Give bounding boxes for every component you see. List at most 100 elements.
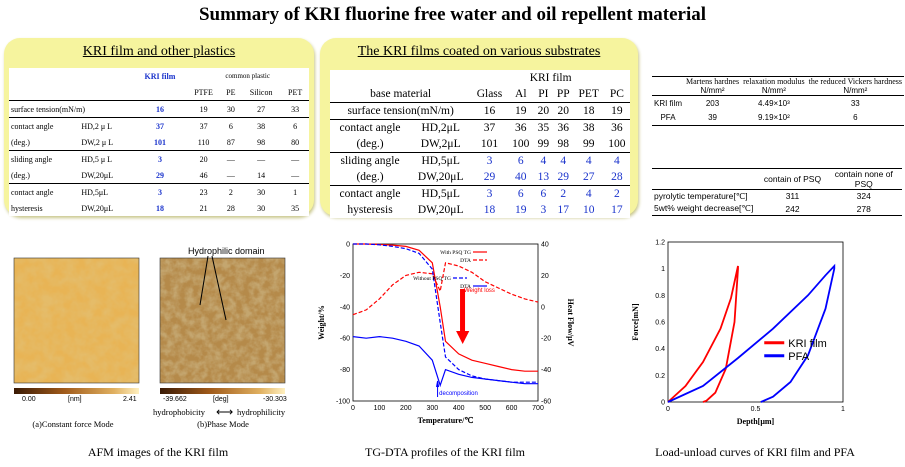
hardness-header: the reduced Vickers hardness <box>808 77 902 86</box>
table-row: hysteresis DW,20μL 18 21 28 30 35 <box>9 200 309 216</box>
hardness-header: relaxation modulus <box>743 77 805 86</box>
cell: 3 <box>486 188 493 200</box>
row-label: (deg.) <box>11 170 30 180</box>
table-row: surface tension(mN/m) 16 19 20 20 18 19 <box>330 103 630 120</box>
cell: 6 <box>293 121 298 131</box>
cell: 36 <box>611 122 623 134</box>
row-sublabel: DW,20μL <box>417 204 464 216</box>
row-label: KRI film <box>654 98 682 108</box>
y-tick-label: -40 <box>340 304 350 311</box>
cell: 30 <box>257 203 266 213</box>
cell: 14 <box>257 170 266 180</box>
col-header: PC <box>609 88 624 100</box>
load-unload-caption: Load-unload curves of KRI film and PFA <box>655 445 855 459</box>
legend-label: PFA <box>788 351 809 363</box>
afm-image-phase <box>159 257 286 384</box>
col-header: PE <box>226 87 236 97</box>
cell: 37 <box>199 121 208 131</box>
cell: 4 <box>585 155 592 167</box>
row-label: contact angle <box>11 121 54 131</box>
group-header: common plastic <box>225 72 270 80</box>
cell: 30 <box>257 187 266 197</box>
cell: 18 <box>483 204 496 216</box>
y2-axis-label: Heat Flow/μV <box>566 299 575 347</box>
y-tick-label: 0 <box>661 400 665 407</box>
y-tick-label: 1.2 <box>655 240 665 247</box>
cell: 35 <box>291 203 300 213</box>
cell: 46 <box>199 170 208 180</box>
y2-tick-label: 0 <box>541 304 545 311</box>
series-line <box>667 263 836 403</box>
plastics-table: KRI film common plastic PTFE PE Silicon … <box>9 68 309 216</box>
x-tick-label: 0 <box>351 405 355 412</box>
series-line <box>353 243 538 372</box>
x-tick-label: 500 <box>479 405 491 412</box>
hydrophilicity-label: hydrophilicity <box>237 407 286 417</box>
col-header: Silicon <box>249 87 273 97</box>
thermal-header: contain none of PSQ <box>834 169 893 189</box>
cell: 19 <box>611 105 623 117</box>
cell: 33 <box>291 104 300 114</box>
tgdta-chart: 0 100 200 300 400 500 600 7000-20-40-60-80-1004… <box>317 242 575 426</box>
scale-label: 2.41 <box>123 396 137 403</box>
cell: 19 <box>515 105 527 117</box>
series-line <box>667 265 739 403</box>
x-tick-label: 0 <box>666 406 670 413</box>
kri-value: 37 <box>155 121 164 131</box>
cell: — <box>226 154 235 164</box>
cell: 2 <box>614 188 620 200</box>
cell: 28 <box>611 171 623 183</box>
cell: 4.49×10³ <box>757 98 790 108</box>
row-label: contact angle <box>339 122 401 134</box>
scale-label: 0.00 <box>22 396 36 403</box>
cell: 6 <box>853 113 858 123</box>
cell: — <box>291 154 300 164</box>
legend-label: Without PSQ TG <box>413 276 451 282</box>
y-tick-label: 0.8 <box>655 293 665 300</box>
cell: 242 <box>785 203 800 214</box>
row-sublabel: DW,20μL <box>81 170 114 180</box>
cell: 20 <box>199 154 208 164</box>
row-sublabel: DW,20μL <box>81 203 114 213</box>
kri-film-header: KRI film <box>529 72 572 84</box>
cell: 278 <box>856 203 871 214</box>
kri-value: 3 <box>157 154 162 164</box>
cell: 2 <box>228 187 233 197</box>
afm-right-caption: (b)Phase Mode <box>197 419 249 429</box>
cell: 27 <box>582 171 595 183</box>
table-row: contact angle HD,5μL 3 6 6 2 4 2 <box>330 186 630 203</box>
row-label: hysteresis <box>347 204 393 216</box>
pointer-line <box>211 255 227 321</box>
row-sublabel: DW,20μL <box>417 171 464 183</box>
legend-label: KRI film <box>788 338 827 350</box>
table-row: sliding angle HD,5μL 3 6 4 4 4 4 <box>330 153 630 170</box>
scale-label: -30.303 <box>263 396 287 403</box>
x-tick-label: 400 <box>453 405 465 412</box>
cell: — <box>226 170 235 180</box>
cell: 4 <box>614 155 620 167</box>
kri-value: 101 <box>153 137 166 147</box>
cell: 324 <box>856 191 871 202</box>
table-row: (deg.) DW,2μL 101 100 99 98 99 100 <box>330 136 630 153</box>
x-tick-label: 700 <box>532 405 544 412</box>
cell: 98 <box>557 138 570 150</box>
cell: 20 <box>537 105 550 117</box>
plot-frame <box>352 243 539 402</box>
x-tick-label: 200 <box>400 405 412 412</box>
legend-label: With PSQ TG <box>440 250 471 256</box>
cell: 17 <box>557 204 570 216</box>
thermal-header: contain of PSQ <box>763 174 822 184</box>
col-header: PET <box>578 88 599 100</box>
cell: 99 <box>537 138 550 150</box>
y2-tick-label: -20 <box>541 336 551 343</box>
cell: 3 <box>486 155 493 167</box>
y-tick-label: 0.4 <box>655 346 665 353</box>
row-label: 5wt% weight decrease[℃] <box>654 203 754 214</box>
y-tick-label: 0.2 <box>655 373 665 380</box>
x-tick-label: 1 <box>841 406 845 413</box>
kri-header: KRI film <box>144 71 176 81</box>
cell: 28 <box>226 203 235 213</box>
cell: 21 <box>199 203 208 213</box>
decomposition-label: decomposition <box>439 391 478 397</box>
